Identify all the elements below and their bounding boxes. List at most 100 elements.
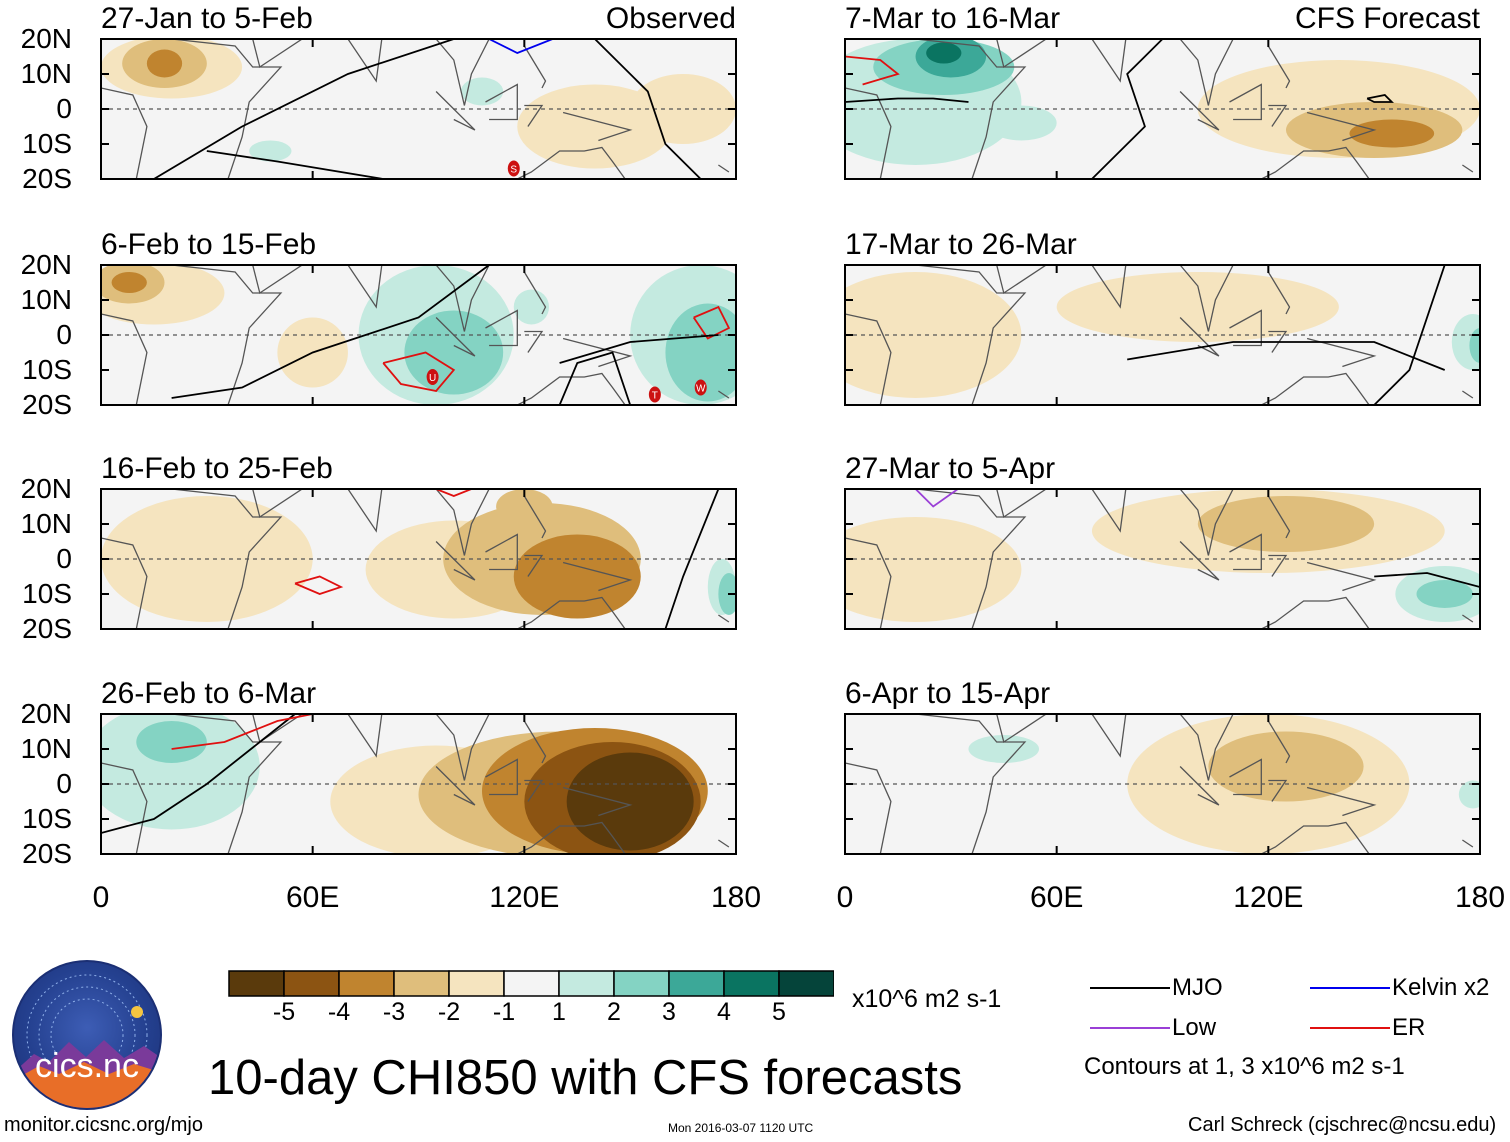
colorbar-swatch <box>338 970 395 997</box>
panel-title: 7-Mar to 16-Mar <box>845 2 1061 35</box>
colorbar-swatch <box>503 970 560 997</box>
longitude-label: 180 <box>710 881 762 914</box>
legend-line-low <box>1090 1027 1170 1029</box>
coastline <box>1091 714 1127 758</box>
legend-line-kelvin <box>1310 987 1390 989</box>
coastline <box>347 265 383 309</box>
map-panel-L0: S <box>100 38 737 180</box>
colorbar-swatch <box>228 970 285 997</box>
anomaly-region <box>665 303 736 402</box>
panel-title: 6-Apr to 15-Apr <box>845 677 1051 710</box>
contour-line <box>1366 94 1394 103</box>
coastline <box>524 104 544 127</box>
coastline <box>523 495 547 539</box>
contour-line <box>1127 341 1446 371</box>
storm-marker-label: T <box>652 391 658 402</box>
coastline <box>435 541 476 581</box>
longitude-label: 0 <box>836 881 854 914</box>
coastline <box>252 489 304 519</box>
coastline <box>1462 164 1474 173</box>
coastline <box>347 714 383 758</box>
coastline <box>1179 317 1220 357</box>
main-title: 10-day CHI850 with CFS forecasts <box>208 1051 963 1105</box>
latitude-label: 10N <box>20 733 72 764</box>
contour-line <box>559 334 719 364</box>
coastline <box>1259 146 1370 179</box>
coastline <box>1267 45 1291 89</box>
coastline <box>1179 91 1220 131</box>
coastline <box>101 39 283 179</box>
coastline <box>1179 489 1234 556</box>
coastline <box>252 39 304 69</box>
contour-line <box>914 489 959 508</box>
coastline <box>1179 541 1220 581</box>
coastline <box>523 720 547 764</box>
coastline <box>485 758 518 796</box>
contour-line <box>692 305 731 340</box>
latitude-label: 20S <box>22 613 72 644</box>
storm-marker: U <box>426 369 439 385</box>
coastline <box>845 714 1027 854</box>
coastline <box>1462 390 1474 399</box>
contour-line <box>435 489 472 497</box>
anomaly-region <box>111 272 147 293</box>
panel-title: 17-Mar to 26-Mar <box>845 228 1077 261</box>
coastline <box>1268 554 1288 577</box>
panel-title: 16-Feb to 25-Feb <box>101 452 333 485</box>
coastline <box>1259 821 1370 854</box>
latitude-label: 20S <box>22 838 72 869</box>
longitude-label: 0 <box>92 881 110 914</box>
coastline <box>1179 766 1220 806</box>
coastline <box>435 489 490 556</box>
contour-line <box>153 39 455 179</box>
latitude-label: 10N <box>20 284 72 315</box>
map-panel-R0 <box>844 38 1481 180</box>
coastline <box>718 614 730 623</box>
coastline <box>101 489 283 629</box>
coastline <box>1091 489 1127 533</box>
contour-line <box>488 39 553 54</box>
anomaly-region <box>630 74 736 144</box>
anomaly-region <box>1458 780 1480 809</box>
coastline <box>1306 111 1377 142</box>
coastline <box>562 786 633 817</box>
coastline <box>435 265 490 332</box>
coastline <box>1091 39 1127 83</box>
colorbar-tick-label: -2 <box>437 998 461 1026</box>
storm-marker: S <box>507 160 520 177</box>
coastline <box>515 821 626 854</box>
coastline <box>1462 614 1474 623</box>
map-panel-R1 <box>844 264 1481 406</box>
colorbar-swatch <box>778 970 834 997</box>
legend-line-mjo <box>1090 987 1170 989</box>
coastline <box>1306 337 1377 368</box>
contour-line <box>845 97 969 103</box>
latitude-label: 10S <box>22 128 72 159</box>
coastline <box>435 39 490 106</box>
contour-line <box>1374 572 1480 588</box>
latitude-label: 10S <box>22 803 72 834</box>
coastline <box>515 372 626 405</box>
colorbar-swatch <box>613 970 670 997</box>
longitude-label: 120E <box>1233 881 1304 914</box>
coastline <box>1259 596 1370 629</box>
latitude-label: 10S <box>22 578 72 609</box>
anomaly-region <box>845 517 1022 622</box>
panel-source-tag: CFS Forecast <box>1294 2 1480 35</box>
latitude-label: 20N <box>20 473 72 504</box>
colorbar-tick-label: 2 <box>607 998 621 1026</box>
panel-title: 27-Jan to 5-Feb <box>101 2 313 35</box>
coastline <box>524 554 544 577</box>
coastline <box>996 39 1048 69</box>
coastline <box>101 714 283 854</box>
anomaly-region <box>718 573 736 615</box>
colorbar-swatch <box>393 970 450 997</box>
anomaly-region <box>1056 272 1339 342</box>
latitude-label: 10N <box>20 58 72 89</box>
contour-note: Contours at 1, 3 x10^6 m2 s-1 <box>1084 1053 1405 1080</box>
longitude-label: 60E <box>285 881 340 914</box>
latitude-label: 0 <box>56 93 72 124</box>
storm-marker: T <box>648 386 661 403</box>
cics-logo <box>12 960 162 1110</box>
coastline <box>1179 265 1234 332</box>
